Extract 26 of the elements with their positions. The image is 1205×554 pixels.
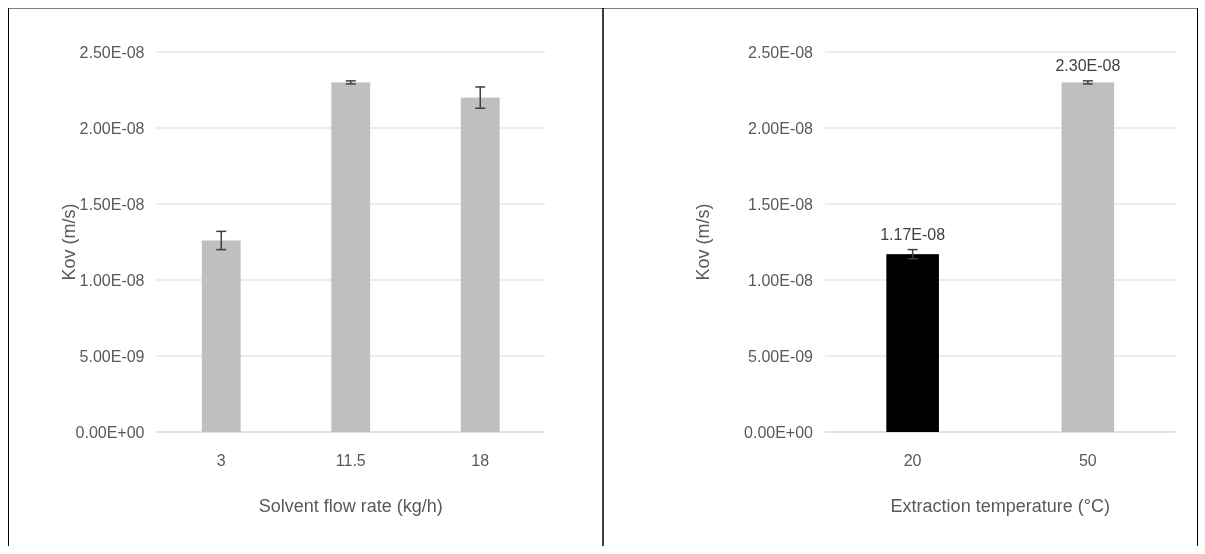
y-tick-label: 1.50E-08 (79, 195, 145, 213)
x-axis-title: Extraction temperature (°C) (890, 496, 1110, 517)
x-tick-label: 50 (1078, 451, 1097, 469)
x-axis-title: Solvent flow rate (kg/h) (258, 496, 443, 517)
x-tick-label: 11.5 (335, 451, 366, 469)
y-axis-title: Kov (m/s) (58, 203, 79, 281)
y-tick-label: 5.00E-09 (79, 347, 145, 365)
y-tick-label: 1.00E-08 (748, 271, 814, 289)
y-tick-label: 2.50E-08 (79, 43, 145, 61)
bar (201, 240, 241, 432)
y-tick-label: 1.00E-08 (79, 271, 145, 289)
data-label: 1.17E-08 (880, 225, 946, 243)
y-tick-label: 2.00E-08 (79, 119, 145, 137)
x-tick-label: 18 (471, 451, 490, 469)
bar (460, 97, 500, 432)
bar (331, 82, 371, 432)
data-label: 2.30E-08 (1055, 56, 1121, 74)
x-tick-label: 20 (903, 451, 922, 469)
y-tick-label: 2.00E-08 (748, 119, 814, 137)
y-tick-label: 5.00E-09 (748, 347, 814, 365)
y-tick-label: 1.50E-08 (748, 195, 814, 213)
y-tick-label: 0.00E+00 (75, 423, 145, 441)
y-tick-label: 0.00E+00 (744, 423, 814, 441)
x-tick-label: 3 (216, 451, 226, 469)
y-tick-label: 2.50E-08 (748, 43, 814, 61)
y-axis-title: Kov (m/s) (693, 203, 714, 281)
